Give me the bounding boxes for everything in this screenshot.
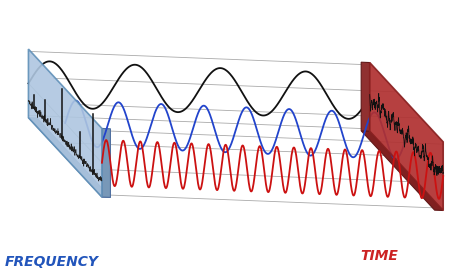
Polygon shape <box>361 131 443 210</box>
Polygon shape <box>102 129 110 197</box>
Polygon shape <box>361 62 370 131</box>
Polygon shape <box>370 63 443 210</box>
Polygon shape <box>28 49 102 197</box>
Text: FREQUENCY: FREQUENCY <box>5 255 99 269</box>
Polygon shape <box>28 118 110 197</box>
Text: TIME: TIME <box>360 249 398 263</box>
